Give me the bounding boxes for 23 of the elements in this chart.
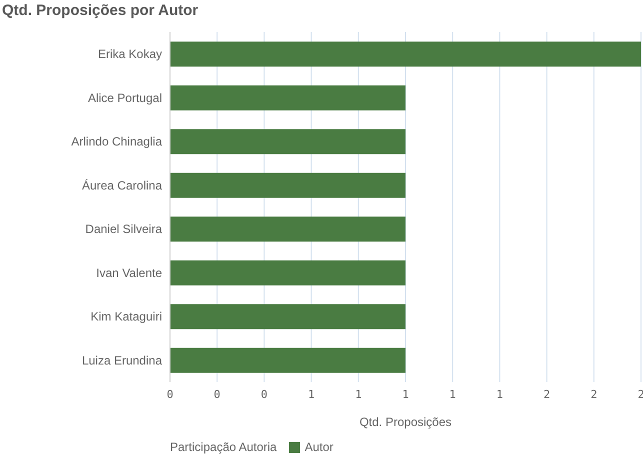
y-tick-label: Daniel Silveira xyxy=(85,222,162,236)
y-tick-label: Áurea Carolina xyxy=(82,178,162,192)
y-tick-label: Luiza Erundina xyxy=(82,353,162,368)
x-tick-label: 0 xyxy=(260,388,268,401)
x-tick-label: 1 xyxy=(449,388,456,401)
x-tick-label: 1 xyxy=(308,388,315,401)
x-axis-title: Qtd. Proposições xyxy=(359,415,452,429)
chart-title: Qtd. Proposições por Autor xyxy=(1,1,200,21)
x-tick-label: 2 xyxy=(590,388,598,401)
x-tick-label: 2 xyxy=(543,388,550,401)
y-tick-label: Arlindo Chinaglia xyxy=(71,134,162,149)
x-tick-label: 0 xyxy=(214,388,220,401)
legend-label: Autor xyxy=(304,440,334,454)
x-tick-label: 0 xyxy=(166,388,174,401)
y-tick-label: Alice Portugal xyxy=(88,90,162,105)
x-tick-label: 1 xyxy=(355,388,362,401)
x-tick-label: 2 xyxy=(638,388,643,401)
y-tick-label: Kim Kataguiri xyxy=(90,310,162,324)
y-tick-label: Erika Kokay xyxy=(98,47,162,62)
x-tick-label: 1 xyxy=(402,388,409,401)
legend-title: Participação Autoria xyxy=(170,440,277,454)
x-tick-label: 1 xyxy=(496,388,504,401)
y-tick-label: Ivan Valente xyxy=(96,266,162,280)
